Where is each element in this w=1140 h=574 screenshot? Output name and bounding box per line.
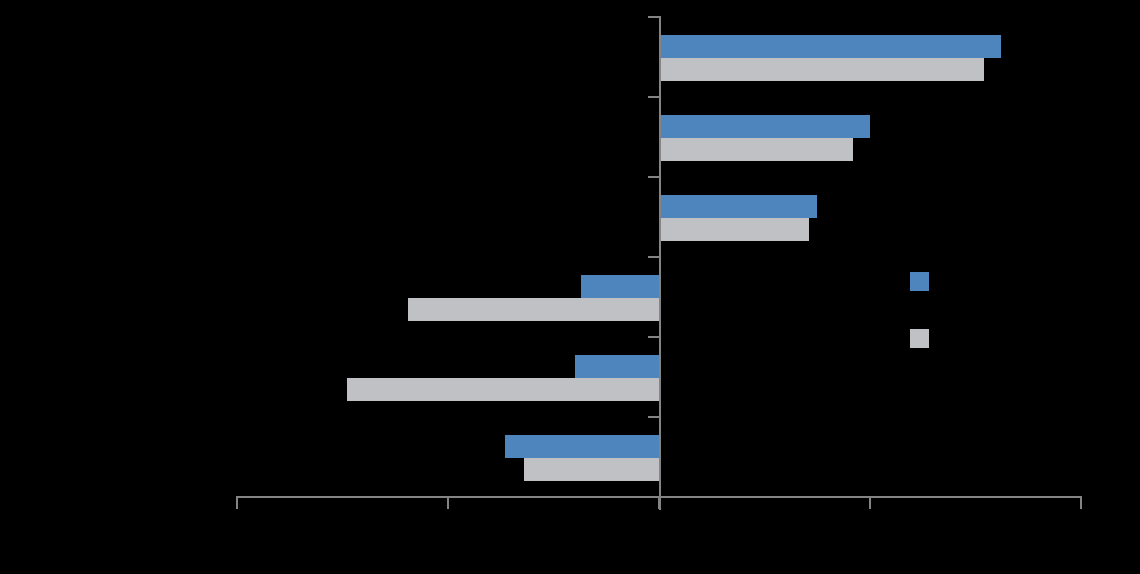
- bar-series-gray-row-2: [661, 138, 853, 161]
- y-axis-tick: [648, 416, 659, 418]
- y-axis-line: [659, 16, 661, 510]
- bar-series-blue-row-4: [580, 275, 659, 298]
- x-axis-tick: [447, 498, 449, 509]
- bar-series-gray-row-4: [407, 298, 659, 321]
- bar-series-blue-row-5: [574, 355, 659, 378]
- x-axis-tick: [236, 498, 238, 509]
- bar-series-blue-row-6: [504, 435, 659, 458]
- y-axis-tick: [648, 16, 659, 18]
- bar-series-gray-row-3: [661, 218, 809, 241]
- legend-swatch-gray: [910, 329, 929, 348]
- x-axis-tick: [1080, 498, 1082, 509]
- x-axis-tick: [869, 498, 871, 509]
- bar-series-gray-row-5: [346, 378, 659, 401]
- bar-series-gray-row-1: [661, 58, 984, 81]
- legend-swatch-blue: [910, 272, 929, 291]
- y-axis-tick: [648, 96, 659, 98]
- y-axis-tick: [648, 176, 659, 178]
- x-axis-tick: [658, 498, 660, 509]
- bar-series-gray-row-6: [523, 458, 659, 481]
- bar-series-blue-row-3: [661, 195, 818, 218]
- bar-series-blue-row-1: [661, 35, 1001, 58]
- bar-series-blue-row-2: [661, 115, 870, 138]
- y-axis-tick: [648, 256, 659, 258]
- y-axis-tick: [648, 336, 659, 338]
